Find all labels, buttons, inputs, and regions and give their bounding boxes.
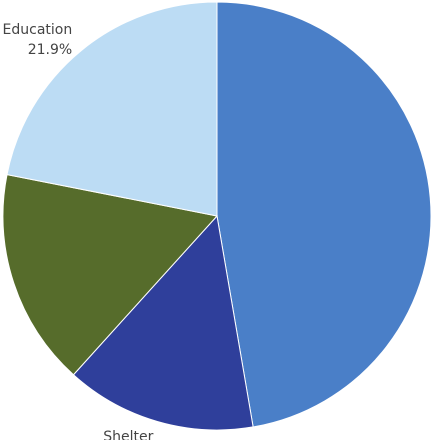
slice-value-label-education: 21.9% — [28, 42, 72, 58]
pie-slice-education — [6, 1, 218, 217]
slice-label-shelter: Shelter — [103, 429, 153, 440]
pie-slice-shelter — [72, 214, 254, 431]
slice-label-education: Education — [3, 22, 73, 38]
pie-slice-slice-3 — [2, 173, 218, 376]
pie-slice-slice-1 — [216, 1, 432, 428]
